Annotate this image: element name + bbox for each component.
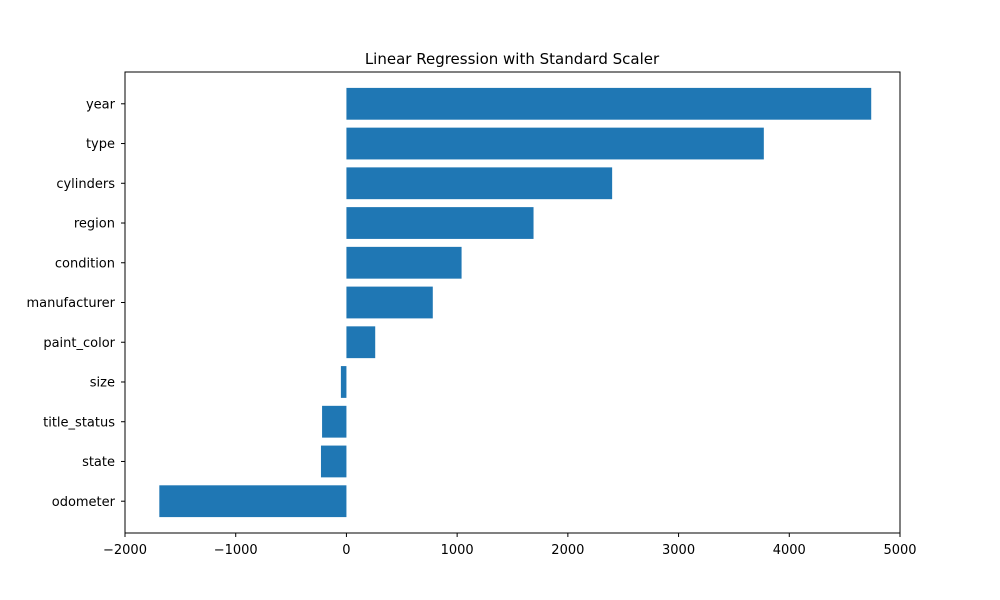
bar-cylinders	[346, 167, 613, 200]
bar-paint-color	[346, 326, 376, 359]
y-tick-label: size	[90, 376, 115, 391]
x-tick-label: −2000	[103, 543, 147, 558]
chart-title: Linear Regression with Standard Scaler	[365, 50, 660, 68]
x-tick-label: 5000	[883, 543, 916, 558]
x-tick-label: 0	[342, 543, 350, 558]
bar-type	[346, 127, 764, 160]
y-tick-label: title_status	[43, 415, 115, 430]
x-axis: −2000 −1000 0 1000 2000 3000 4000 5000	[103, 533, 917, 558]
x-tick-label: −1000	[214, 543, 258, 558]
x-tick-label: 3000	[662, 543, 695, 558]
y-tick-label: year	[86, 97, 116, 112]
y-tick-label: state	[82, 455, 115, 470]
plot-frame	[124, 71, 901, 534]
y-tick-label: region	[74, 217, 115, 232]
y-tick-label: paint_color	[43, 336, 115, 351]
bar-title-status	[322, 405, 347, 438]
bar-condition	[346, 246, 462, 279]
y-tick-label: manufacturer	[26, 296, 115, 311]
bars	[159, 87, 872, 518]
y-tick-label: type	[86, 137, 115, 152]
bar-size	[340, 366, 347, 398]
bar-manufacturer	[346, 286, 433, 319]
y-tick-label: cylinders	[56, 177, 115, 192]
y-tick-label: condition	[55, 256, 115, 271]
bar-state	[320, 445, 347, 478]
x-tick-label: 4000	[773, 543, 806, 558]
y-tick-label: odometer	[52, 495, 116, 510]
y-axis: year type cylinders region condition manufact…	[26, 97, 125, 510]
x-tick-label: 2000	[551, 543, 584, 558]
bar-region	[346, 207, 534, 239]
x-tick-label: 1000	[441, 543, 474, 558]
bar-odometer	[159, 485, 347, 518]
bar-year	[346, 87, 872, 120]
